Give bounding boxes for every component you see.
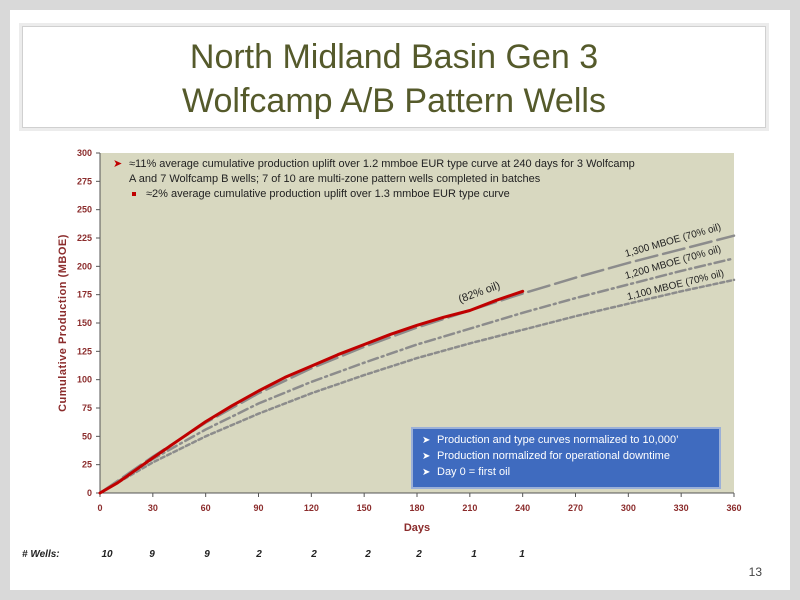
annotation-bullet1: ≈11% average cumulative production uplif… [129, 158, 635, 170]
x-tick-label: 300 [621, 503, 636, 513]
wells-counts: 10 9 9 2 2 2 2 1 1 [101, 549, 525, 560]
y-tick-label: 100 [77, 375, 92, 385]
x-tick-label: 360 [726, 503, 741, 513]
wells-count: 2 [415, 549, 422, 560]
y-tick-label: 175 [77, 290, 92, 300]
x-tick-label: 240 [515, 503, 530, 513]
title-box: North Midland Basin Gen 3 Wolfcamp A/B P… [22, 26, 766, 128]
x-tick-label: 330 [674, 503, 689, 513]
wells-count: 2 [310, 549, 317, 560]
y-tick-label: 150 [77, 318, 92, 328]
series-type-curve-short-dash [98, 278, 736, 495]
wells-count: 9 [149, 549, 155, 560]
y-tick-label: 125 [77, 346, 92, 356]
slide-number: 13 [748, 565, 762, 579]
y-tick-label: 250 [77, 205, 92, 215]
wells-count: 1 [519, 549, 525, 560]
x-tick-label: 0 [97, 503, 102, 513]
wells-count: 1 [471, 549, 477, 560]
y-tick-label: 300 [77, 148, 92, 158]
y-axis-label: Cumulative Production (MBOE) [57, 234, 69, 412]
x-tick-label: 150 [357, 503, 372, 513]
y-tick-label: 50 [82, 431, 92, 441]
slide-title-line1: North Midland Basin Gen 3 [189, 38, 599, 76]
y-tick-label: 200 [77, 261, 92, 271]
x-axis-label: Days [404, 522, 430, 534]
x-tick-label: 30 [148, 503, 158, 513]
info-arrow-icon: ➤ [422, 467, 430, 478]
x-tick-label: 90 [253, 503, 263, 513]
bullet-arrow-icon: ➤ [113, 158, 122, 170]
x-tick-label: 210 [462, 503, 477, 513]
bullet-square-icon [132, 192, 136, 196]
y-tick-label: 0 [87, 488, 92, 498]
info-arrow-icon: ➤ [422, 435, 430, 446]
x-tick-label: 120 [304, 503, 319, 513]
annotation-bullet1-cont: A and 7 Wolfcamp B wells; 7 of 10 are mu… [129, 173, 541, 185]
wells-count: 9 [204, 549, 210, 560]
info-item-1: Production and type curves normalized to… [437, 434, 679, 446]
y-tick-label: 25 [82, 460, 92, 470]
wells-count: 2 [364, 549, 371, 560]
info-item-2: Production normalized for operational do… [437, 450, 670, 462]
x-tick-label: 270 [568, 503, 583, 513]
wells-count: 10 [101, 549, 113, 560]
chart-series [98, 234, 736, 495]
series-type-curve-dash-dot [98, 257, 736, 495]
info-box [411, 427, 721, 489]
y-tick-label: 225 [77, 233, 92, 243]
info-arrow-icon: ➤ [422, 451, 430, 462]
y-tick-label: 75 [82, 403, 92, 413]
y-tick-label: 275 [77, 176, 92, 186]
wells-count: 2 [255, 549, 262, 560]
series-actual-production [98, 289, 525, 495]
slide-title-line2: Wolfcamp A/B Pattern Wells [182, 82, 606, 120]
info-item-3: Day 0 = first oil [437, 466, 510, 478]
x-tick-label: 180 [409, 503, 424, 513]
wells-label: # Wells: [22, 549, 60, 560]
x-tick-label: 60 [201, 503, 211, 513]
annotation-bullet2: ≈2% average cumulative production uplift… [146, 188, 510, 200]
